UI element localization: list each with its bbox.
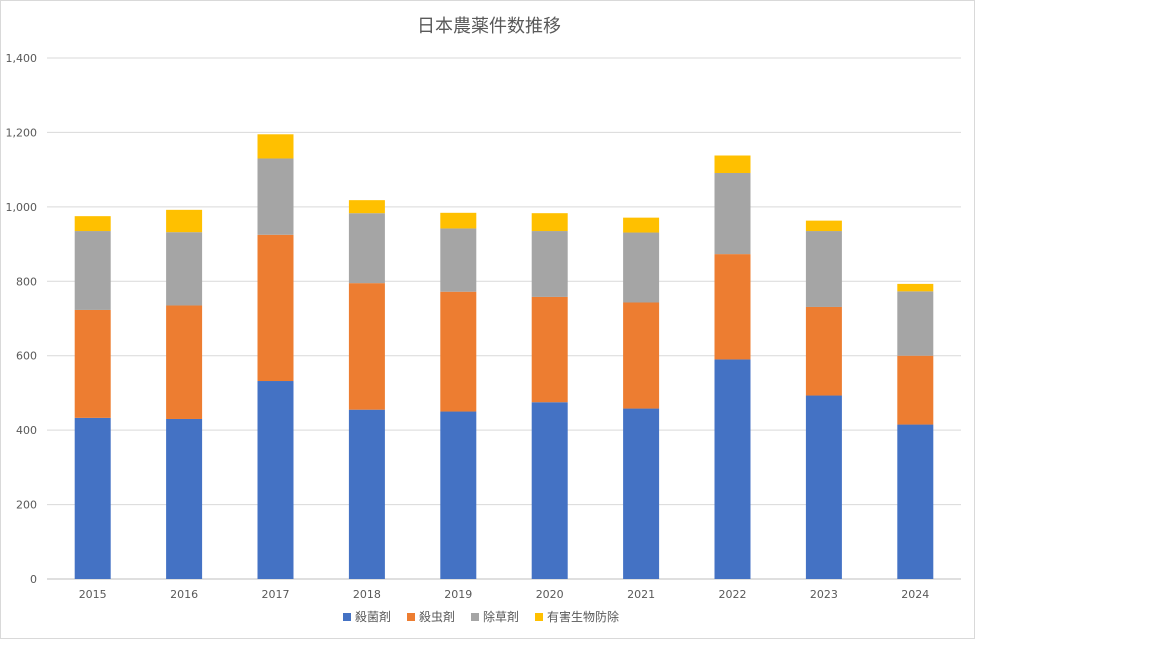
bar-segment bbox=[74, 417, 111, 579]
bar-segment bbox=[348, 409, 385, 579]
x-tick-label: 2016 bbox=[170, 588, 198, 601]
bar-segment bbox=[74, 309, 111, 418]
bar-segment bbox=[714, 172, 751, 255]
bar-segment bbox=[805, 306, 842, 396]
x-tick-label: 2018 bbox=[353, 588, 381, 601]
bar-segment bbox=[805, 395, 842, 579]
bar-segment bbox=[623, 217, 660, 233]
y-tick-label: 1,400 bbox=[6, 52, 38, 65]
bar-segment bbox=[897, 424, 934, 579]
bar-segment bbox=[531, 231, 568, 297]
y-tick-label: 1,200 bbox=[6, 126, 38, 139]
y-axis: 0 200 400 600 800 1,000 1,200 1,400 bbox=[6, 52, 38, 586]
bar-segment bbox=[623, 408, 660, 579]
y-tick-label: 200 bbox=[16, 499, 37, 512]
x-tick-label: 2024 bbox=[901, 588, 929, 601]
bar-segment bbox=[531, 213, 568, 232]
x-tick-label: 2022 bbox=[719, 588, 747, 601]
bar-segment bbox=[348, 283, 385, 410]
bar-segment bbox=[714, 359, 751, 579]
legend-swatch bbox=[407, 613, 415, 621]
bar-segment bbox=[74, 216, 111, 232]
bar-segment bbox=[440, 291, 477, 412]
bar-segment bbox=[440, 212, 477, 229]
bar-segment bbox=[348, 213, 385, 284]
chart-title: 日本農薬件数推移 bbox=[417, 16, 561, 37]
bar-segment bbox=[714, 155, 751, 173]
bar-segment bbox=[897, 291, 934, 356]
bar-segment bbox=[623, 232, 660, 303]
bar-segment bbox=[623, 302, 660, 409]
bar-segment bbox=[348, 200, 385, 214]
x-tick-label: 2017 bbox=[262, 588, 290, 601]
legend-label: 有害生物防除 bbox=[547, 609, 619, 624]
bar-segment bbox=[166, 418, 203, 579]
bar-segment bbox=[257, 234, 294, 382]
x-tick-label: 2023 bbox=[810, 588, 838, 601]
bar-segment bbox=[440, 411, 477, 579]
bar-segment bbox=[897, 355, 934, 425]
x-tick-label: 2015 bbox=[79, 588, 107, 601]
bars bbox=[74, 134, 934, 579]
legend-swatch bbox=[471, 613, 479, 621]
x-tick-label: 2020 bbox=[536, 588, 564, 601]
bar-segment bbox=[166, 209, 203, 233]
bar-segment bbox=[805, 231, 842, 307]
bar-segment bbox=[805, 220, 842, 232]
y-tick-label: 0 bbox=[30, 573, 37, 586]
bar-segment bbox=[257, 158, 294, 235]
bar-segment bbox=[531, 402, 568, 579]
bar-segment bbox=[897, 283, 934, 292]
legend-swatch bbox=[343, 613, 351, 621]
legend-label: 殺菌剤 bbox=[355, 609, 391, 624]
y-tick-label: 1,000 bbox=[6, 201, 38, 214]
legend-label: 殺虫剤 bbox=[419, 609, 455, 624]
legend-label: 除草剤 bbox=[483, 609, 519, 624]
bar-segment bbox=[257, 381, 294, 579]
legend: 殺菌剤 殺虫剤 除草剤 有害生物防除 bbox=[343, 609, 619, 624]
bar-segment bbox=[531, 296, 568, 403]
bar-segment bbox=[714, 254, 751, 360]
bar-segment bbox=[257, 134, 294, 159]
bar-segment bbox=[166, 232, 203, 306]
bar-segment bbox=[166, 305, 203, 419]
x-tick-label: 2021 bbox=[627, 588, 655, 601]
bar-segment bbox=[74, 231, 111, 310]
x-axis: 2015 2016 2017 2018 2019 2020 2021 2022 2023 2024 bbox=[79, 588, 930, 601]
bar-segment bbox=[440, 228, 477, 292]
y-tick-label: 800 bbox=[16, 275, 37, 288]
y-tick-label: 400 bbox=[16, 424, 37, 437]
legend-swatch bbox=[535, 613, 543, 621]
x-tick-label: 2019 bbox=[444, 588, 472, 601]
y-tick-label: 600 bbox=[16, 350, 37, 363]
